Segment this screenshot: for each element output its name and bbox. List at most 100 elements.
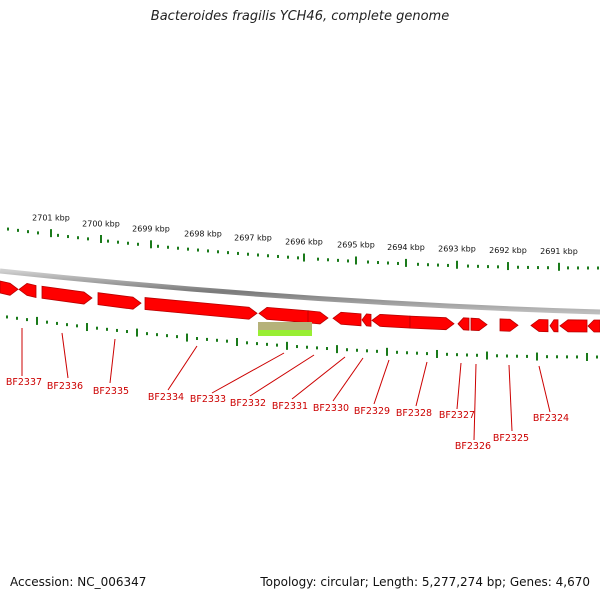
gene-arrow	[18, 282, 37, 299]
gene-arrow	[0, 280, 19, 296]
minor-tick	[7, 227, 9, 231]
gene-arrow	[499, 318, 519, 332]
gene-arrow	[361, 313, 372, 327]
minor-tick	[87, 237, 89, 241]
minor-tick	[256, 342, 258, 346]
genome-backbone	[0, 268, 600, 315]
kbp-label: 2693 kbp	[438, 245, 476, 254]
minor-tick	[547, 266, 549, 270]
minor-tick	[506, 354, 508, 358]
minor-tick	[76, 324, 78, 328]
gene-arrow	[144, 297, 258, 320]
minor-tick	[206, 337, 208, 341]
minor-tick	[446, 352, 448, 356]
map-title: Bacteroides fragilis YCH46, complete gen…	[150, 9, 450, 24]
selected-region-highlight	[258, 322, 312, 336]
minor-tick	[376, 349, 378, 353]
minor-tick	[526, 354, 528, 358]
gene-arrow	[258, 306, 310, 324]
minor-tick	[316, 346, 318, 350]
gene-label: BF2328	[396, 408, 432, 419]
minor-tick	[477, 264, 479, 268]
gene-arrow	[332, 311, 362, 327]
minor-tick	[297, 256, 299, 260]
major-tick	[405, 258, 407, 267]
minor-tick	[597, 266, 599, 270]
gene-label: BF2326	[455, 441, 491, 452]
minor-tick	[116, 328, 118, 332]
leader-line	[291, 356, 346, 400]
minor-tick	[196, 337, 198, 341]
major-tick	[236, 337, 238, 346]
gene-arrow	[470, 317, 488, 332]
leader-line	[332, 357, 364, 402]
minor-tick	[467, 264, 469, 268]
minor-tick	[527, 265, 529, 269]
minor-tick	[37, 231, 39, 235]
kbp-label: 2696 kbp	[285, 237, 323, 246]
kbp-label: 2699 kbp	[132, 225, 170, 234]
minor-tick	[107, 239, 109, 243]
leader-line	[473, 363, 477, 441]
kbp-label: 2695 kbp	[337, 240, 375, 249]
accession-text: Accession: NC_006347	[10, 575, 147, 589]
minor-tick	[397, 261, 399, 265]
lower-tick-track	[6, 315, 598, 361]
gene-label: BF2324	[533, 413, 569, 424]
gene-label: BF2332	[230, 398, 266, 409]
minor-tick	[366, 349, 368, 353]
minor-tick	[227, 251, 229, 255]
gene-arrow	[587, 319, 600, 333]
minor-tick	[126, 330, 128, 334]
minor-tick	[117, 240, 119, 244]
gene-label: BF2330	[313, 403, 349, 414]
minor-tick	[287, 255, 289, 259]
minor-tick	[66, 323, 68, 327]
major-tick	[586, 352, 588, 361]
minor-tick	[177, 246, 179, 250]
major-tick	[355, 256, 357, 265]
genome-summary-text: Topology: circular; Length: 5,277,274 bp…	[260, 575, 590, 589]
minor-tick	[137, 242, 139, 246]
major-tick	[150, 240, 152, 249]
major-tick	[456, 260, 458, 269]
minor-tick	[217, 250, 219, 254]
major-tick	[536, 352, 538, 361]
minor-tick	[216, 338, 218, 342]
gene-arrow	[307, 310, 329, 325]
minor-tick	[266, 342, 268, 346]
leader-line	[167, 345, 198, 391]
leader-line	[538, 365, 551, 413]
minor-tick	[197, 248, 199, 252]
minor-tick	[156, 333, 158, 337]
gene-arrow	[530, 319, 549, 333]
leader-line	[109, 338, 116, 384]
leader-line	[508, 364, 513, 432]
gene-label: BF2335	[93, 386, 129, 397]
kbp-label: 2700 kbp	[82, 219, 120, 228]
minor-tick	[567, 266, 569, 270]
minor-tick	[387, 261, 389, 265]
minor-tick	[306, 345, 308, 349]
gene-label: BF2333	[190, 394, 226, 405]
minor-tick	[317, 257, 319, 261]
major-tick	[507, 262, 509, 271]
minor-tick	[437, 263, 439, 267]
major-tick	[303, 253, 305, 262]
minor-tick	[167, 245, 169, 249]
minor-tick	[27, 230, 29, 234]
kbp-label: 2691 kbp	[540, 247, 578, 256]
label-leader-lines	[21, 328, 551, 441]
leader-line	[61, 332, 69, 379]
minor-tick	[496, 354, 498, 358]
minor-tick	[187, 247, 189, 251]
major-tick	[100, 234, 102, 243]
minor-tick	[447, 263, 449, 267]
major-tick	[136, 328, 138, 337]
minor-tick	[146, 332, 148, 336]
minor-tick	[396, 350, 398, 354]
gene-arrow	[409, 315, 455, 331]
minor-tick	[356, 348, 358, 352]
major-tick	[486, 351, 488, 360]
leader-line	[211, 352, 285, 394]
